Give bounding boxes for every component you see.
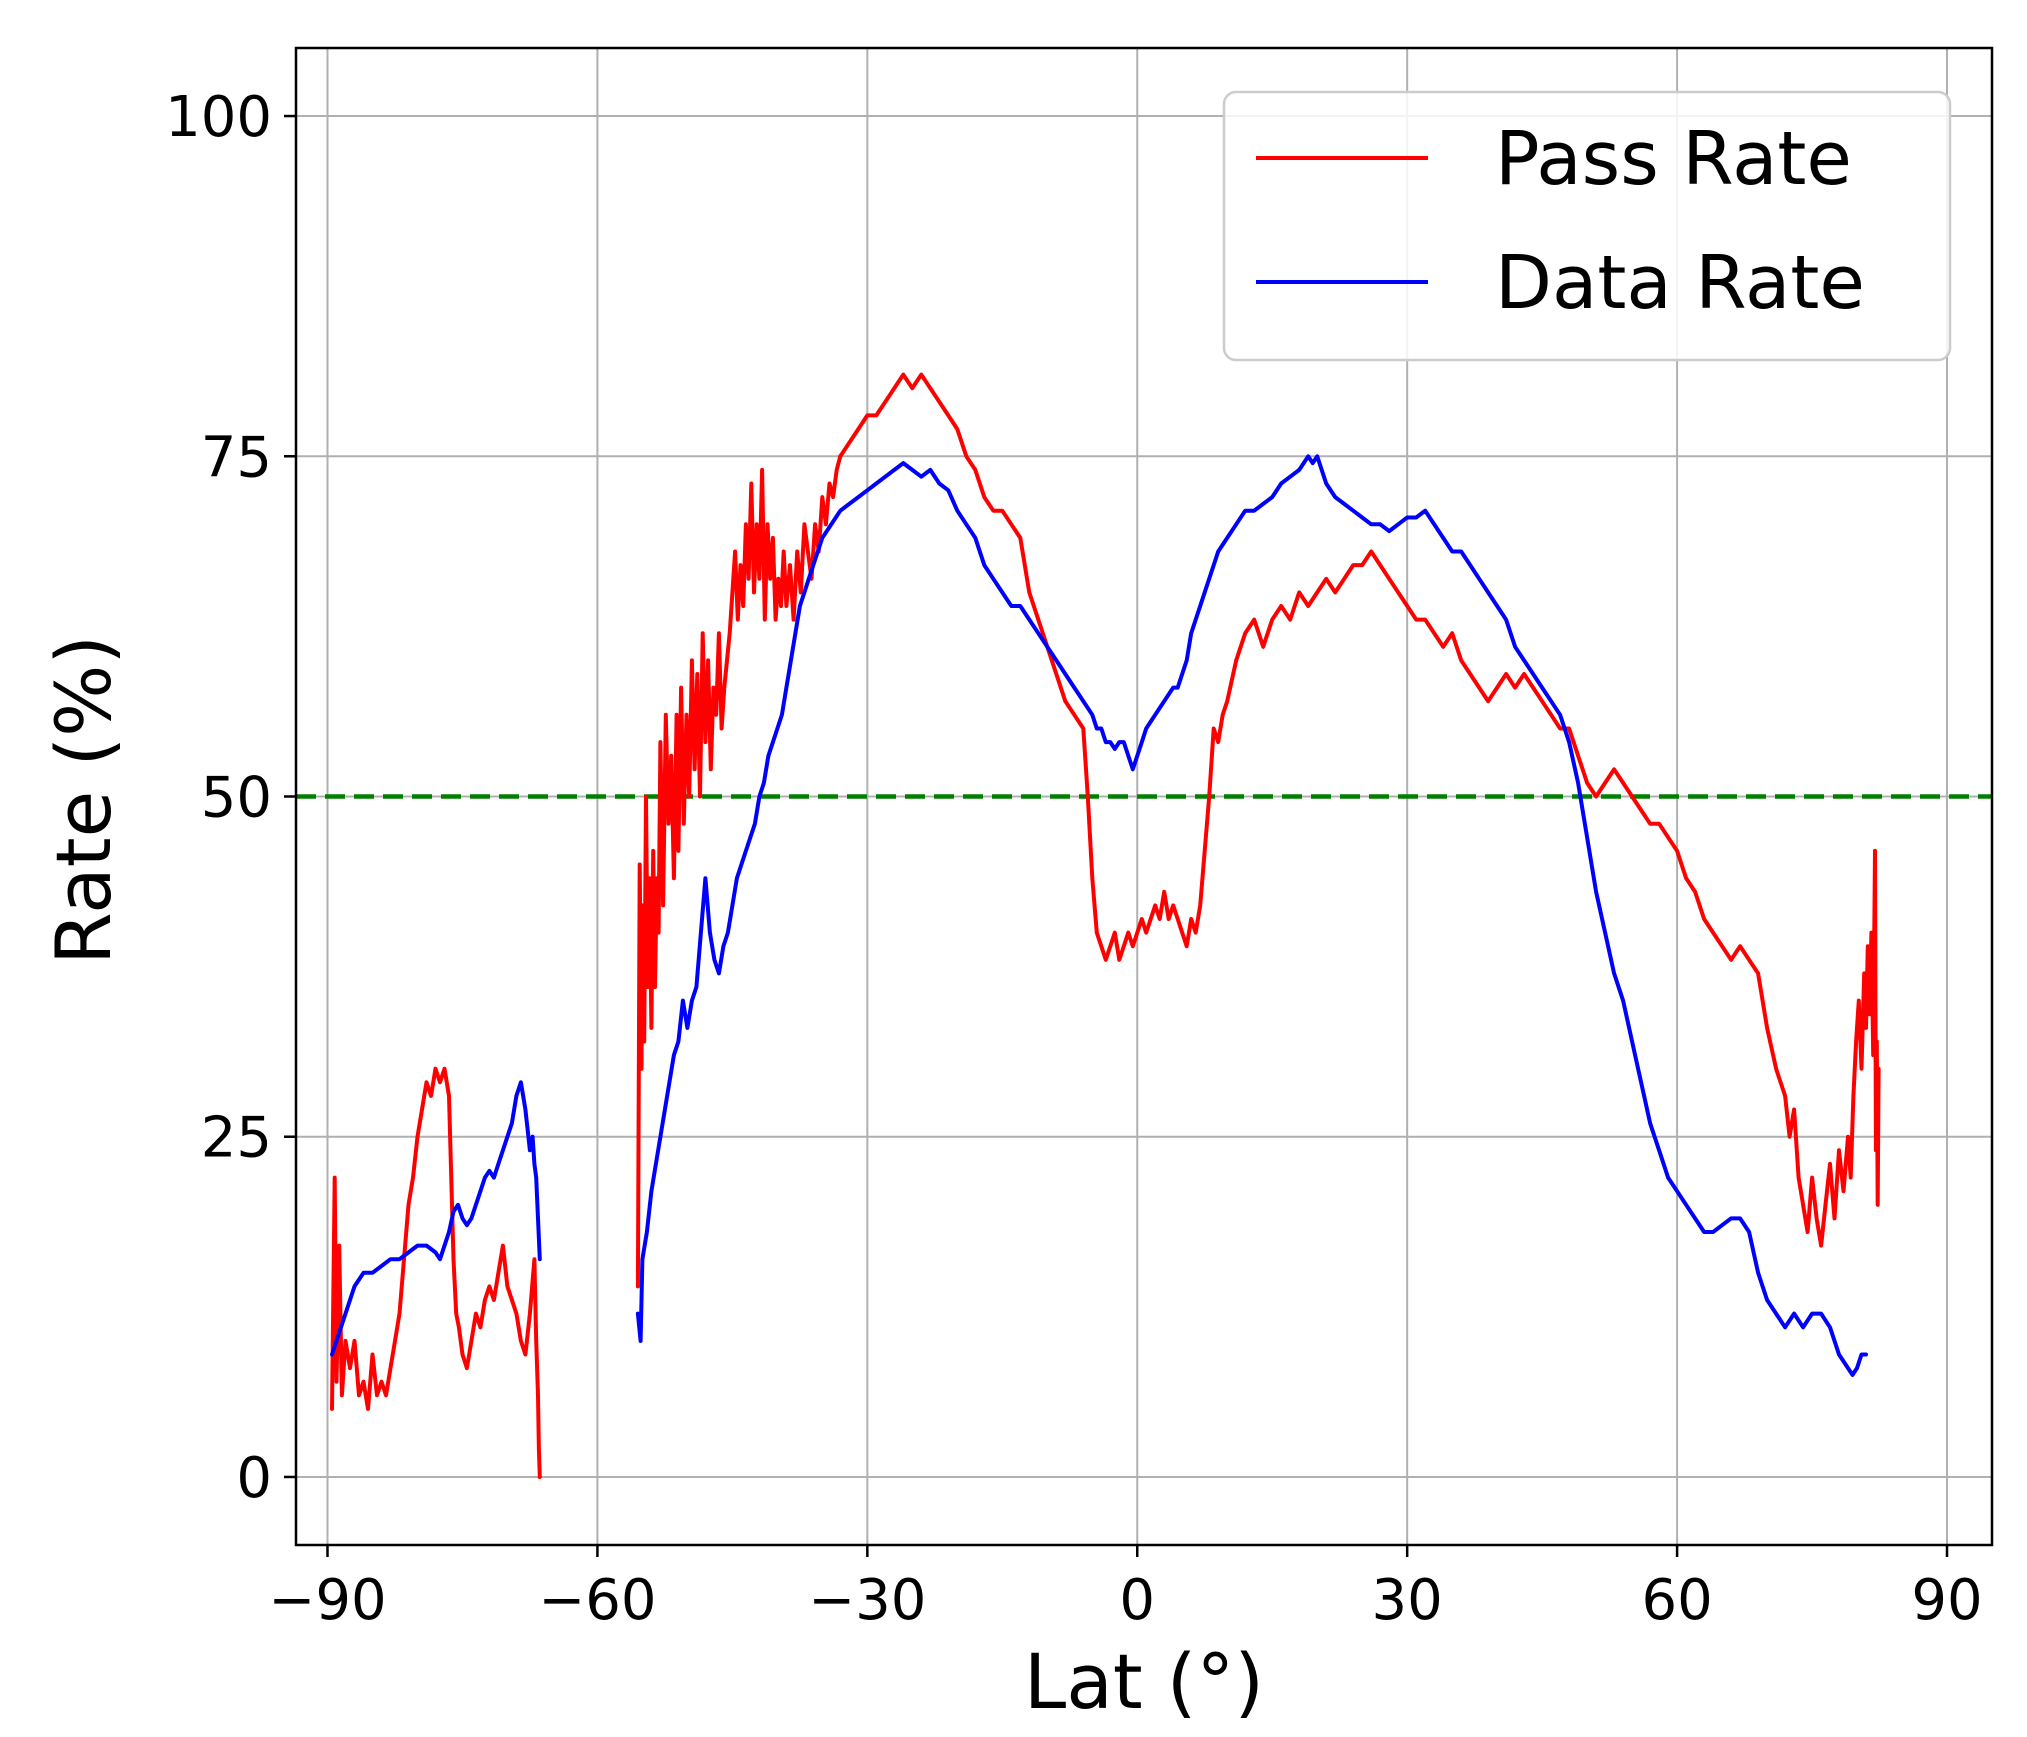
x-tick-label-5: 60 <box>1641 1568 1712 1633</box>
series-group <box>330 372 1881 1479</box>
line-pass-rate-segment-2 <box>838 372 1881 1248</box>
line-data-rate-segment-1 <box>635 454 1868 1377</box>
line-pass-rate-segment-1 <box>635 454 843 1289</box>
y-axis-title: Rate (%) <box>39 635 128 965</box>
y-tick-label-0: 0 <box>236 1446 272 1511</box>
x-tick-label-3: 0 <box>1119 1568 1155 1633</box>
legend-label-data-rate: Data Rate <box>1495 240 1865 326</box>
x-tick-label-0: −90 <box>268 1568 386 1633</box>
y-tick-label-4: 100 <box>165 85 272 150</box>
legend-label-pass-rate: Pass Rate <box>1495 116 1852 202</box>
tick-labels: −90 −60 −30 0 30 60 90 0 25 50 75 100 <box>165 85 1983 1633</box>
legend: Pass Rate Data Rate <box>1222 90 1952 362</box>
x-axis-title: Lat (°) <box>1024 1637 1264 1726</box>
x-tick-label-4: 30 <box>1372 1568 1443 1633</box>
x-tick-label-2: −30 <box>808 1568 926 1633</box>
series-data-rate <box>330 454 1868 1377</box>
y-tick-label-3: 75 <box>201 425 272 490</box>
line-pass-rate-segment-0 <box>330 1066 542 1479</box>
y-tick-label-2: 50 <box>201 766 272 831</box>
line-data-rate-segment-0 <box>330 1080 542 1357</box>
x-tick-label-6: 90 <box>1911 1568 1982 1633</box>
x-tick-label-1: −60 <box>538 1568 656 1633</box>
series-pass-rate <box>330 372 1881 1479</box>
y-tick-label-1: 25 <box>201 1106 272 1171</box>
